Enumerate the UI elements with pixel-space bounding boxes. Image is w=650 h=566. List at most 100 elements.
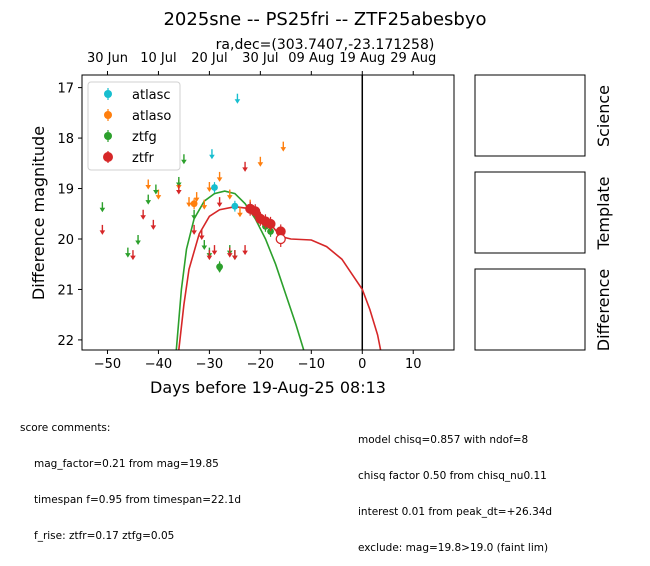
upper-limit-marker — [242, 161, 248, 172]
upper-limit-head — [193, 197, 200, 203]
open-point — [275, 233, 286, 245]
upper-limit-marker — [206, 182, 213, 193]
upper-limit-marker — [206, 250, 213, 261]
legend: atlasc atlaso ztfg ztfr — [87, 81, 181, 171]
upper-limit-head — [237, 212, 243, 218]
light-curve-chart: 2025sne -- PS25fri -- ZTF25abesbyo ra,de… — [29, 9, 613, 397]
upper-limit-marker — [135, 234, 141, 245]
model-curve — [178, 205, 382, 350]
plot-layer: −50 −40 −30 −20 −10 0 10 30 Jun 10 Jul 20 Jul 30 J… — [57, 51, 455, 372]
x-tick-label: −20 — [247, 357, 274, 372]
upper-limit-head — [186, 202, 192, 208]
score-comment-line: f_rise: ztfr=0.17 ztfg=0.05 — [34, 530, 175, 542]
upper-limit-marker — [216, 197, 223, 208]
upper-limit-marker — [211, 245, 218, 256]
upper-limit-marker — [150, 219, 157, 230]
upper-limit-head — [234, 99, 241, 104]
upper-limit-marker — [257, 156, 264, 167]
upper-limit-head — [150, 225, 157, 230]
legend-label: atlasc — [132, 88, 171, 103]
upper-limit-head — [155, 195, 162, 200]
upper-limit-head — [257, 162, 264, 167]
upper-limit-marker — [280, 141, 287, 152]
upper-limit-head — [206, 255, 213, 261]
cutout-panels: Science Template Difference — [474, 74, 613, 351]
upper-limit-head — [145, 184, 152, 190]
model-curve — [175, 190, 305, 350]
upper-limit-marker — [201, 240, 208, 251]
upper-limit-marker — [176, 184, 182, 195]
upper-limit-marker — [181, 154, 187, 165]
upper-limit-marker — [155, 189, 162, 200]
legend-item: ztfg — [104, 130, 157, 145]
upper-limit-head — [99, 207, 106, 213]
date-tick-label: 20 Jul — [191, 51, 227, 66]
y-tick-label: 18 — [57, 132, 74, 147]
upper-limit-head — [198, 235, 205, 240]
x-axis-label: Days before 19-Aug-25 08:13 — [150, 378, 386, 397]
upper-limit-head — [181, 159, 187, 165]
upper-limit-head — [280, 147, 287, 152]
detection-point — [250, 206, 261, 217]
upper-limit-marker — [191, 224, 197, 235]
date-tick-label: 19 Aug — [339, 51, 385, 66]
upper-limit-marker — [99, 224, 106, 235]
x-tick-label: −40 — [145, 357, 172, 372]
detection-point — [267, 228, 274, 235]
upper-limit-head — [125, 253, 131, 258]
upper-limit-head — [140, 215, 146, 220]
legend-label: ztfg — [132, 130, 157, 145]
detection-point — [231, 202, 239, 210]
model-comment-line: interest 0.01 from peak_dt=+26.34d — [358, 506, 553, 518]
detection-point — [216, 263, 223, 271]
upper-limit-marker — [145, 179, 152, 190]
upper-limit-head — [226, 195, 233, 200]
science-label: Science — [594, 85, 613, 147]
date-tick-label: 29 Aug — [390, 51, 436, 66]
upper-limit-marker — [216, 171, 223, 182]
upper-limit-marker — [242, 245, 248, 256]
upper-limit-marker — [140, 209, 146, 220]
upper-limit-marker — [145, 194, 152, 205]
date-tick-label: 30 Jul — [242, 51, 278, 66]
upper-limit-head — [226, 253, 233, 258]
upper-limit-marker — [232, 250, 238, 261]
detection-point — [190, 200, 198, 208]
score-comment-line: mag_factor=0.21 from mag=19.85 — [34, 458, 219, 470]
model-comment-line: model chisq=0.857 with ndof=8 — [358, 434, 529, 446]
score-comment-line: timespan f=0.95 from timespan=22.1d — [34, 494, 242, 506]
upper-limit-head — [209, 154, 215, 160]
upper-limit-head — [232, 255, 238, 261]
legend-item: atlasc — [104, 88, 171, 103]
upper-limit-head — [201, 245, 208, 251]
template-label: Template — [594, 176, 613, 250]
upper-limit-marker — [193, 192, 200, 203]
chart-title: 2025sne -- PS25fri -- ZTF25abesbyo — [163, 9, 486, 30]
x-tick-label: −30 — [196, 357, 223, 372]
y-tick-label: 19 — [57, 183, 74, 198]
upper-limit-marker — [201, 199, 208, 210]
legend-box — [87, 81, 181, 171]
legend-marker — [104, 90, 112, 98]
legend-item: ztfr — [103, 151, 154, 166]
upper-limit-marker — [191, 209, 197, 220]
model-comment-line: exclude: mag=19.8>19.0 (faint lim) — [358, 542, 549, 554]
x-tick-label: 10 — [405, 357, 422, 372]
legend-marker — [103, 152, 113, 162]
upper-limit-head — [191, 230, 197, 235]
upper-limit-head — [216, 177, 223, 182]
upper-limit-marker — [209, 149, 215, 160]
y-axis-label: Difference magnitude — [29, 126, 48, 300]
upper-limit-head — [191, 215, 197, 220]
upper-limit-marker — [198, 229, 205, 240]
date-tick-label: 09 Aug — [288, 51, 334, 66]
y-tick-label: 17 — [57, 82, 74, 97]
model-comment-line: chisq factor 0.50 from chisq_nu0.11 — [358, 470, 547, 482]
y-tick-label: 20 — [57, 233, 74, 248]
upper-limit-head — [242, 167, 248, 172]
upper-limit-head — [130, 255, 136, 261]
upper-limit-head — [201, 205, 208, 210]
y-tick-label: 22 — [57, 334, 74, 349]
upper-limit-marker — [130, 250, 136, 261]
upper-limit-marker — [125, 247, 131, 258]
